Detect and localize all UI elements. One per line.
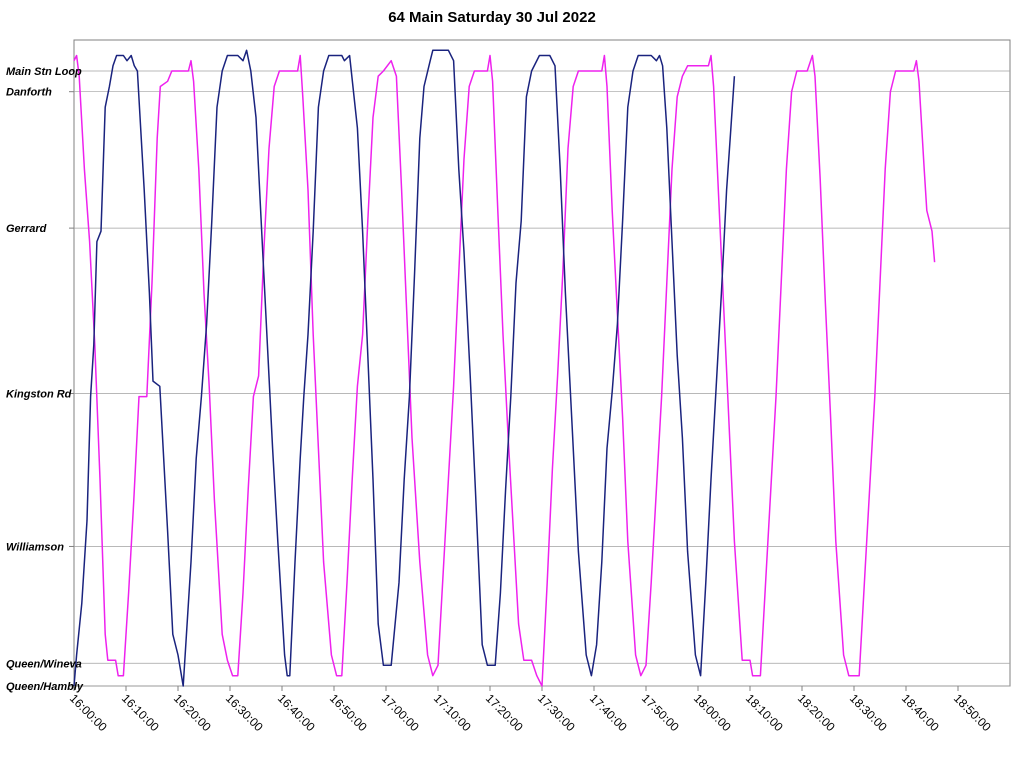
x-tick-label: 16:20:00 [171, 691, 214, 734]
x-tick-label: 16:50:00 [327, 691, 370, 734]
x-tick-label: 16:10:00 [119, 691, 162, 734]
x-tick-label: 18:20:00 [795, 691, 838, 734]
x-tick-label: 17:20:00 [483, 691, 526, 734]
x-tick-label: 18:50:00 [951, 691, 994, 734]
x-tick-label: 18:30:00 [847, 691, 890, 734]
x-tick-label: 17:50:00 [639, 691, 682, 734]
x-tick-label: 17:40:00 [587, 691, 630, 734]
stop-label: Danforth [6, 87, 52, 99]
x-tick-label: 16:00:00 [67, 691, 110, 734]
y-axis-stop-labels: Main Stn Loop Danforth Gerrard Kingston Rd W… [6, 66, 84, 693]
x-axis-tick-labels: 16:00:00 16:10:00 16:20:00 16:30:00 16:40:00… [67, 691, 994, 734]
x-tick-label: 18:40:00 [899, 691, 942, 734]
series-line-bus-b [73, 54, 936, 687]
x-tick-label: 17:30:00 [535, 691, 578, 734]
stop-label: Main Stn Loop [6, 66, 82, 78]
stop-label: Gerrard [6, 223, 47, 235]
stop-label: Queen/Hambly [6, 681, 84, 693]
x-tick-label: 16:30:00 [223, 691, 266, 734]
series-lines [73, 49, 936, 687]
plot-area [73, 39, 1011, 687]
series-line-bus-a [73, 49, 736, 687]
stop-label: Williamson [6, 541, 64, 553]
x-tick-label: 17:10:00 [431, 691, 474, 734]
stop-label: Queen/Wineva [6, 658, 82, 670]
chart-title: 64 Main Saturday 30 Jul 2022 [388, 9, 596, 26]
x-tick-label: 16:40:00 [275, 691, 318, 734]
stop-label: Kingston Rd [6, 388, 72, 400]
x-tick-label: 18:10:00 [743, 691, 786, 734]
x-tick-label: 17:00:00 [379, 691, 422, 734]
x-tick-label: 18:00:00 [691, 691, 734, 734]
